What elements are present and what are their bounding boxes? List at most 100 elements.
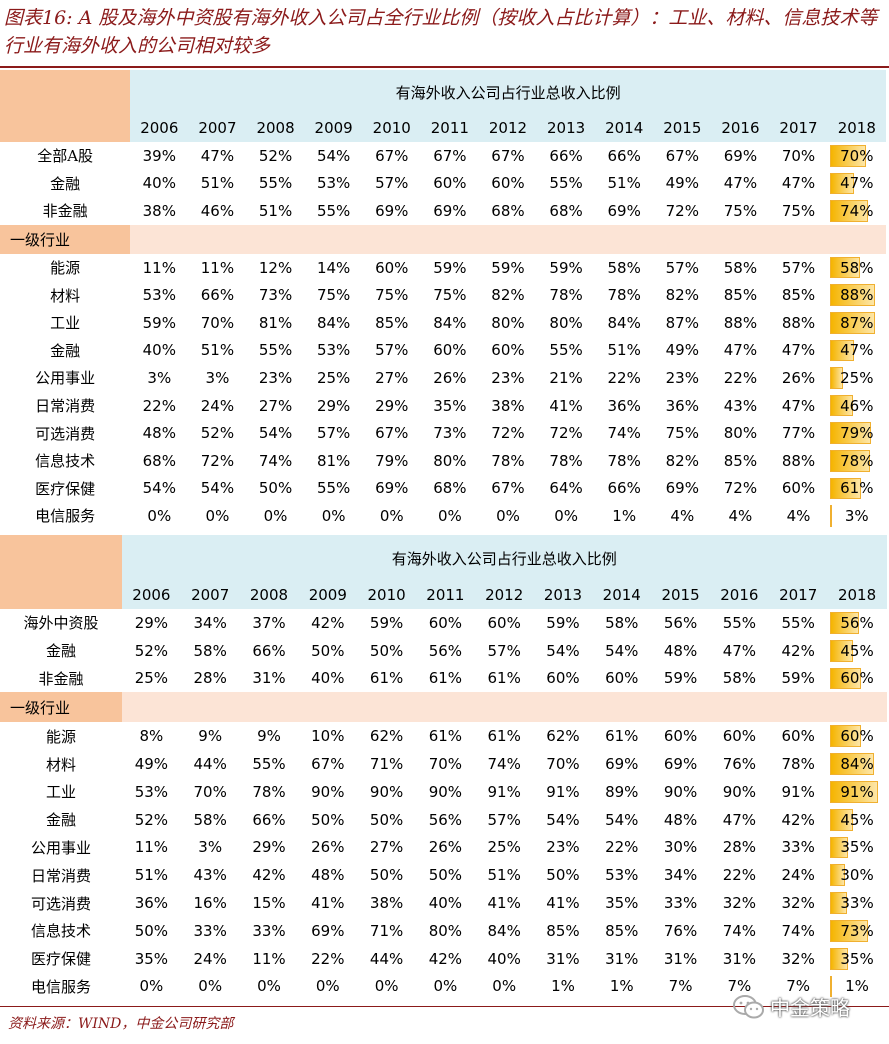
cell-value: 78%: [595, 447, 653, 475]
cell-value: 34%: [181, 609, 240, 637]
row-label: 材料: [0, 281, 130, 309]
cell-value: 33%: [181, 917, 240, 945]
cell-value: 8%: [122, 722, 181, 750]
year-header: 2018: [828, 114, 886, 142]
cell-value: 32%: [710, 889, 769, 917]
cell-value: 29%: [363, 392, 421, 420]
cell-value: 56%: [840, 614, 873, 632]
latest-value-cell: 73%: [828, 917, 887, 945]
table-row: 公用事业 3% 3% 23% 25% 27% 26% 23% 21% 22% 23% 22% 26% 25…: [0, 364, 886, 392]
cell-value: 53%: [592, 861, 651, 889]
cell-value: 61%: [357, 665, 416, 693]
table-row: 公用事业 11% 3% 29% 26% 27% 26% 25% 23% 22% 30% 28% 33% 3…: [0, 834, 887, 862]
cell-value: 22%: [710, 861, 769, 889]
cell-value: 53%: [122, 778, 181, 806]
figure-title: 图表16: A 股及海外中资股有海外收入公司占全行业比例（按收入占比计算）：工业…: [4, 4, 884, 60]
cell-value: 22%: [298, 945, 357, 973]
table-header-title: 有海外收入公司占行业总收入比例: [130, 70, 886, 114]
cell-value: 66%: [188, 281, 246, 309]
cell-value: 66%: [595, 475, 653, 503]
cell-value: 90%: [710, 778, 769, 806]
cell-value: 43%: [711, 392, 769, 420]
cell-value: 61%: [416, 722, 475, 750]
cell-value: 59%: [479, 254, 537, 282]
cell-value: 53%: [305, 337, 363, 365]
cell-value: 68%: [537, 197, 595, 225]
cell-value: 57%: [769, 254, 827, 282]
cell-value: 58%: [181, 637, 240, 665]
year-header: 2006: [122, 581, 181, 609]
cell-value: 74%: [595, 419, 653, 447]
cell-value: 87%: [653, 309, 711, 337]
cell-value: 57%: [363, 337, 421, 365]
cell-value: 84%: [840, 755, 873, 773]
table-a-share: 有海外收入公司占行业总收入比例 2006 2007 2008 2009 2010 2011 2…: [0, 70, 886, 530]
cell-value: 42%: [298, 609, 357, 637]
cell-value: 90%: [298, 778, 357, 806]
cell-value: 49%: [653, 337, 711, 365]
cell-value: 50%: [357, 861, 416, 889]
cell-value: 69%: [363, 475, 421, 503]
cell-value: 91%: [534, 778, 593, 806]
cell-value: 7%: [651, 973, 710, 1001]
latest-value-cell: 47%: [828, 170, 886, 198]
cell-value: 25%: [840, 369, 873, 387]
cell-value: 38%: [479, 392, 537, 420]
cell-value: 50%: [357, 806, 416, 834]
cell-value: 60%: [769, 722, 828, 750]
cell-value: 69%: [653, 475, 711, 503]
cell-value: 47%: [769, 392, 827, 420]
cell-value: 29%: [240, 834, 299, 862]
cell-value: 40%: [130, 170, 188, 198]
cell-value: 81%: [246, 309, 304, 337]
cell-value: 46%: [188, 197, 246, 225]
cell-value: 49%: [122, 750, 181, 778]
cell-value: 47%: [840, 174, 873, 192]
latest-value-cell: 88%: [828, 281, 886, 309]
row-label: 金融: [0, 170, 130, 198]
latest-value-cell: 56%: [828, 609, 887, 637]
cell-value: 69%: [363, 197, 421, 225]
year-header: 2007: [188, 114, 246, 142]
cell-value: 3%: [188, 364, 246, 392]
cell-value: 91%: [840, 783, 873, 801]
cell-value: 56%: [651, 609, 710, 637]
cell-value: 30%: [840, 866, 873, 884]
row-label: 日常消费: [0, 392, 130, 420]
cell-value: 75%: [363, 281, 421, 309]
cell-value: 39%: [130, 142, 188, 170]
row-label: 信息技术: [0, 447, 130, 475]
latest-value-cell: 91%: [828, 778, 887, 806]
cell-value: 85%: [592, 917, 651, 945]
cell-value: 1%: [592, 973, 651, 1001]
section-fill: [122, 692, 887, 722]
cell-value: 73%: [840, 922, 873, 940]
table-header-title: 有海外收入公司占行业总收入比例: [122, 535, 887, 581]
cell-value: 28%: [710, 834, 769, 862]
cell-value: 33%: [651, 889, 710, 917]
row-label: 海外中资股: [0, 609, 122, 637]
cell-value: 75%: [711, 197, 769, 225]
cell-value: 50%: [298, 806, 357, 834]
cell-value: 51%: [122, 861, 181, 889]
cell-value: 51%: [595, 170, 653, 198]
cell-value: 75%: [653, 419, 711, 447]
cell-value: 60%: [421, 337, 479, 365]
year-header: 2018: [828, 581, 887, 609]
cell-value: 75%: [421, 281, 479, 309]
row-label: 金融: [0, 637, 122, 665]
cell-value: 48%: [651, 637, 710, 665]
cell-value: 47%: [710, 806, 769, 834]
row-label: 金融: [0, 806, 122, 834]
table-row: 日常消费 22% 24% 27% 29% 29% 35% 38% 41% 36% 36% 43% 47%…: [0, 392, 886, 420]
cell-value: 38%: [130, 197, 188, 225]
cell-value: 70%: [188, 309, 246, 337]
cell-value: 50%: [416, 861, 475, 889]
cell-value: 40%: [416, 889, 475, 917]
cell-value: 26%: [416, 834, 475, 862]
cell-value: 60%: [479, 337, 537, 365]
cell-value: 42%: [769, 637, 828, 665]
cell-value: 61%: [475, 665, 534, 693]
cell-value: 1%: [845, 977, 869, 995]
latest-value-cell: 74%: [828, 197, 886, 225]
